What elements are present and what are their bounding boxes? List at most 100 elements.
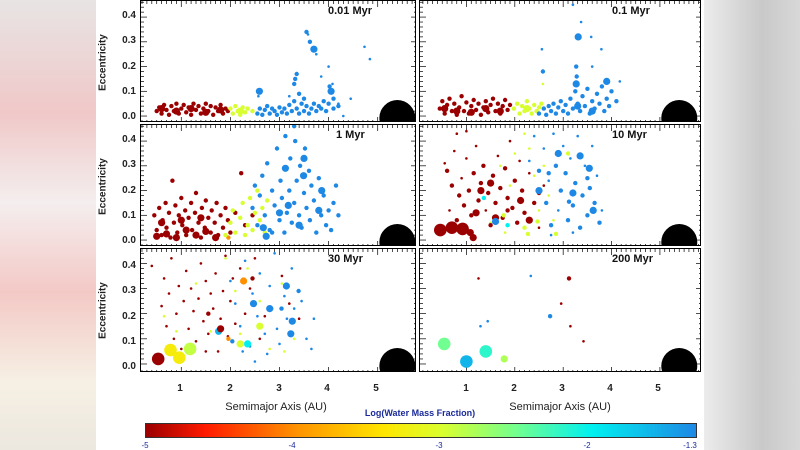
data-point [187, 327, 190, 331]
data-point [548, 108, 554, 114]
data-point [618, 80, 622, 83]
data-point [307, 218, 313, 223]
data-point [162, 314, 166, 318]
data-point [331, 200, 336, 206]
data-point [159, 232, 164, 238]
data-point [574, 64, 579, 69]
data-point [166, 112, 172, 118]
data-point [283, 294, 286, 298]
data-point [292, 200, 297, 206]
data-point [486, 190, 491, 196]
data-point [448, 209, 451, 212]
panel-title: 10 Myr [612, 129, 647, 141]
jupiter-marker [379, 224, 415, 245]
x-tick-label: 3 [276, 383, 282, 394]
data-point [508, 139, 512, 143]
data-point [323, 223, 329, 228]
data-point [469, 103, 474, 109]
data-point [284, 210, 290, 215]
data-point [184, 269, 188, 273]
data-point [253, 257, 257, 260]
data-point [242, 110, 248, 115]
data-point [202, 227, 210, 235]
data-point [528, 147, 531, 150]
data-point [294, 178, 299, 183]
data-point [580, 94, 585, 99]
data-point [252, 183, 258, 188]
data-point [188, 112, 194, 118]
data-point [532, 102, 537, 108]
data-point [265, 352, 269, 356]
data-point [300, 299, 303, 303]
data-point [288, 94, 291, 98]
y-tick-label: 0.4 [122, 10, 136, 22]
data-point [241, 350, 244, 353]
data-point [296, 213, 302, 218]
data-point [292, 337, 296, 341]
data-point [214, 200, 219, 206]
data-point [218, 213, 223, 218]
data-point [172, 234, 180, 242]
y-axis-label: Eccentricity [97, 158, 109, 215]
data-point [274, 112, 280, 118]
data-point [212, 234, 220, 242]
data-point [275, 209, 284, 217]
data-point [331, 106, 336, 111]
data-point [262, 107, 267, 113]
data-point [199, 262, 203, 265]
data-point [294, 71, 299, 77]
data-point [257, 218, 262, 223]
x-tick-label: 1 [463, 383, 469, 394]
data-point [203, 101, 208, 106]
colorbar-tick-label: -1.3 [683, 441, 697, 450]
data-point [597, 101, 602, 106]
data-point [499, 164, 502, 168]
data-point [162, 277, 166, 280]
data-point [540, 47, 544, 51]
data-point [604, 96, 609, 101]
data-point [587, 185, 592, 191]
data-point [589, 35, 593, 39]
data-point [282, 282, 290, 290]
data-point [278, 178, 283, 183]
data-point [184, 232, 189, 238]
data-point [277, 218, 282, 223]
data-point [434, 223, 447, 237]
data-point [488, 223, 493, 228]
data-point [216, 350, 220, 353]
data-point [250, 205, 255, 211]
panel-1-myr [140, 124, 416, 246]
data-point [460, 355, 473, 368]
data-point [289, 220, 294, 225]
data-point [175, 330, 178, 333]
data-point [223, 232, 228, 238]
data-point [272, 108, 277, 114]
data-point [283, 133, 288, 139]
data-point [238, 324, 242, 328]
data-point [234, 322, 237, 325]
data-point [173, 351, 186, 364]
data-point [284, 201, 292, 209]
data-point [230, 208, 235, 213]
data-point [558, 99, 563, 104]
data-point [466, 188, 472, 193]
background-right-blur [704, 0, 800, 450]
data-point [505, 223, 510, 228]
data-point [549, 233, 553, 237]
data-point [236, 107, 244, 115]
data-point [449, 108, 455, 114]
data-point [179, 106, 184, 111]
data-point [469, 213, 474, 218]
data-point [292, 99, 297, 104]
data-point [457, 193, 462, 198]
data-point [537, 226, 541, 229]
data-point [478, 180, 484, 186]
data-point [247, 195, 253, 201]
data-point [568, 96, 573, 101]
data-point [565, 218, 571, 223]
data-point [540, 69, 546, 74]
jupiter-marker [661, 347, 698, 371]
data-point [305, 337, 308, 341]
data-point [589, 206, 597, 214]
data-point [493, 200, 498, 206]
